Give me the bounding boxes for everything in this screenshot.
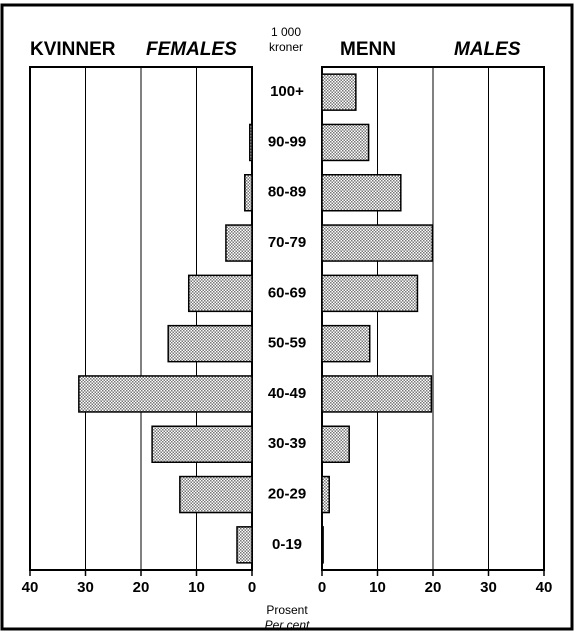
bar	[321, 324, 371, 363]
panel-title: MENN	[340, 39, 396, 60]
bar	[321, 123, 370, 162]
category-label: 60-69	[268, 284, 306, 301]
bar	[321, 375, 433, 413]
x-tick-label: 20	[425, 579, 442, 596]
bar	[321, 224, 434, 262]
x-tick-label: 10	[188, 579, 205, 596]
panel-title-en: MALES	[454, 39, 521, 60]
category-label: 0-19	[272, 536, 302, 553]
bar	[321, 174, 402, 212]
bar	[179, 475, 253, 514]
bar	[321, 274, 419, 313]
category-label: 40-49	[268, 385, 306, 402]
bar	[321, 475, 330, 514]
x-tick-label: 20	[133, 579, 150, 596]
x-tick-label: 10	[369, 579, 386, 596]
x-tick-label: 40	[22, 579, 39, 596]
panel-title: KVINNER	[30, 39, 116, 60]
category-label: 30-39	[268, 435, 306, 452]
bar	[244, 174, 253, 212]
category-label: 20-29	[268, 486, 306, 503]
bar	[187, 274, 253, 313]
panel-title-en: FEMALES	[146, 39, 237, 60]
x-tick-label: 0	[248, 579, 256, 596]
category-label: 50-59	[268, 335, 306, 352]
category-label: 90-99	[268, 133, 306, 150]
outer-border	[0, 3, 574, 631]
x-tick-label: 30	[77, 579, 94, 596]
x-tick-label: 40	[536, 579, 553, 596]
bar	[321, 425, 350, 463]
unit-label: kroner	[269, 40, 303, 54]
x-tick-label: 30	[480, 579, 497, 596]
category-label: 100+	[270, 83, 304, 100]
bar	[249, 123, 253, 162]
bar	[321, 73, 357, 111]
category-label: 70-79	[268, 234, 306, 251]
bar	[167, 324, 253, 363]
unit-label: 1 000	[271, 25, 301, 39]
bar	[225, 224, 253, 262]
bar	[321, 526, 324, 564]
bar	[236, 526, 253, 564]
x-axis-label-en: Per cent	[265, 618, 310, 631]
category-label: 80-89	[268, 184, 306, 201]
x-tick-label: 0	[318, 579, 326, 596]
bar	[78, 375, 253, 413]
x-axis-label: Prosent	[266, 603, 308, 617]
bar	[151, 425, 253, 463]
